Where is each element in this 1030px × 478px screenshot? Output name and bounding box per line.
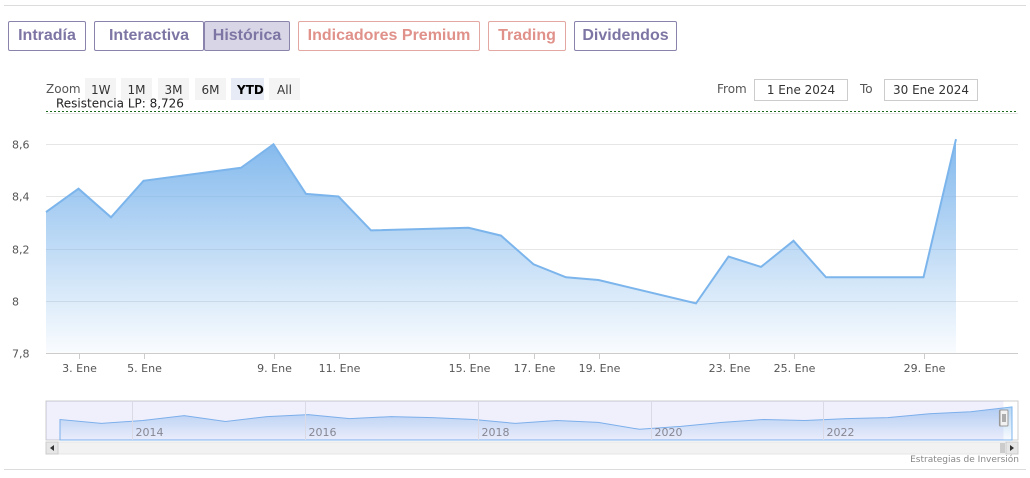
resistance-label: Resistencia LP: 8,726 [56,97,184,111]
to-label: To [860,82,873,96]
tab-indicadores-premium[interactable]: Indicadores Premium [298,21,480,51]
y-tick-label: 8,2 [12,244,30,257]
navigator-mask [46,401,1004,440]
to-date-input[interactable]: 30 Ene 2024 [884,79,978,101]
x-tick-label: 19. Ene [579,362,621,375]
arrow-right-icon [1010,445,1014,451]
y-tick-label: 8,6 [12,139,30,152]
zoom-1w-button[interactable]: 1W [85,78,116,100]
zoom-3m-button[interactable]: 3M [158,78,189,100]
credits-label: Estrategias de Inversión [910,455,1019,465]
series-area [46,139,956,353]
zoom-6m-button[interactable]: 6M [195,78,226,100]
tab-historica[interactable]: Histórica [204,21,290,51]
x-tick-label: 23. Ene [709,362,751,375]
zoom-ytd-button[interactable]: YTD [231,78,264,100]
x-tick-label: 5. Ene [127,362,162,375]
bottom-divider [4,469,1026,470]
from-date-input[interactable]: 1 Ene 2024 [754,79,848,101]
y-tick-label: 8 [12,296,19,309]
tab-trading[interactable]: Trading [488,21,566,51]
y-tick-label: 8,4 [12,191,30,204]
scrollbar-thumb[interactable] [1000,443,1005,453]
from-label: From [717,82,747,96]
x-tick-label: 9. Ene [257,362,292,375]
navigator-tick-label: 2014 [136,426,164,439]
top-divider [4,5,1026,6]
navigator-handle-right [999,409,1009,427]
tab-intradia[interactable]: Intradía [8,21,86,51]
zoom-label: Zoom [46,82,81,96]
scrollbar-track [45,441,1019,455]
navigator-tick-label: 2018 [482,426,510,439]
x-tick-label: 11. Ene [319,362,361,375]
y-tick-label: 7,8 [12,348,30,361]
arrow-left-icon [50,445,54,451]
x-tick-label: 29. Ene [904,362,946,375]
navigator-tick-label: 2016 [309,426,337,439]
tab-interactiva[interactable]: Interactiva [94,21,204,51]
x-tick-label: 17. Ene [514,362,556,375]
zoom-all-button[interactable]: All [269,78,300,100]
navigator-series [59,406,1013,441]
x-tick-label: 3. Ene [62,362,97,375]
x-tick-label: 25. Ene [774,362,816,375]
navigator-tick-label: 2022 [827,426,855,439]
navigator-tick-label: 2020 [655,426,683,439]
x-tick-label: 15. Ene [449,362,491,375]
zoom-1m-button[interactable]: 1M [121,78,152,100]
tab-dividendos[interactable]: Dividendos [574,21,677,51]
